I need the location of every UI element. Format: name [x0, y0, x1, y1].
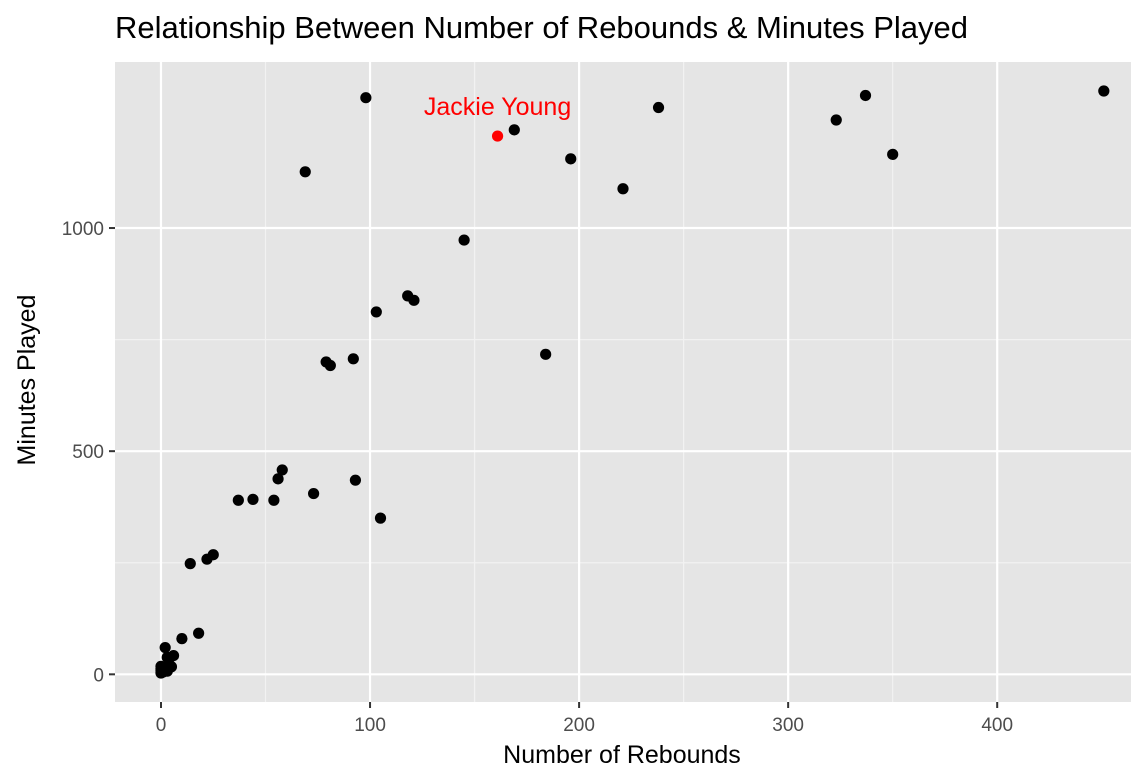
data-point [308, 487, 320, 500]
highlight-label: Jackie Young [424, 93, 571, 121]
data-point [165, 661, 178, 673]
y-tick-label: 0 [93, 665, 104, 686]
data-point [859, 89, 872, 102]
data-point [276, 464, 288, 476]
plot-panel [115, 62, 1131, 702]
x-tick-label: 200 [563, 715, 595, 736]
y-tick-label: 1000 [62, 219, 104, 240]
x-axis-title: Number of Rebounds [503, 741, 741, 769]
data-point [184, 558, 196, 570]
x-tick-label: 300 [772, 715, 804, 736]
data-point [207, 549, 219, 561]
data-point [374, 512, 387, 524]
data-point [360, 92, 372, 104]
data-point [617, 183, 629, 195]
data-point [887, 148, 899, 160]
data-point [370, 306, 382, 318]
data-point [349, 474, 362, 486]
data-point [324, 359, 336, 372]
chart-title: Relationship Between Number of Rebounds … [115, 10, 968, 45]
y-axis-ticks: 0 500 1000 [62, 219, 115, 686]
data-point [299, 166, 311, 178]
data-point [232, 494, 244, 506]
data-point [347, 353, 359, 365]
x-tick-label: 400 [981, 715, 1013, 736]
y-tick-label: 500 [72, 442, 104, 463]
data-point [565, 153, 577, 165]
data-point [540, 348, 552, 360]
minor-gridlines [115, 62, 1131, 702]
data-point [652, 101, 665, 114]
data-point [247, 493, 259, 505]
data-point [508, 124, 520, 136]
data-point [176, 633, 188, 645]
data-point [408, 294, 420, 306]
highlight-point [491, 130, 504, 142]
y-axis-title: Minutes Played [13, 295, 41, 466]
data-point [1098, 85, 1110, 97]
data-point [167, 649, 180, 662]
x-tick-label: 0 [156, 715, 167, 736]
data-points [155, 85, 1110, 679]
x-tick-label: 100 [354, 715, 386, 736]
x-axis-ticks: 0 100 200 300 400 [156, 702, 1013, 736]
data-point [268, 494, 280, 506]
data-point [193, 627, 205, 639]
data-point [458, 234, 470, 246]
major-gridlines [115, 62, 1131, 702]
data-point [272, 473, 284, 485]
data-point [159, 641, 171, 654]
data-point [830, 114, 842, 126]
